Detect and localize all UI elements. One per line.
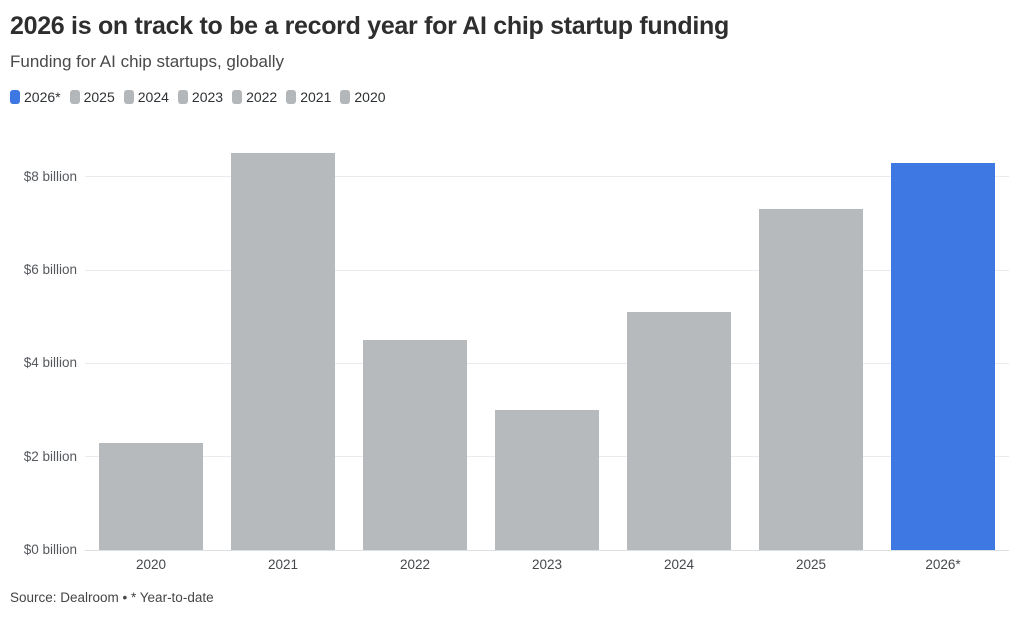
legend-swatch xyxy=(10,90,20,104)
legend-item: 2026* xyxy=(10,89,61,105)
plot-area xyxy=(85,140,1009,551)
legend-label: 2024 xyxy=(137,89,169,105)
legend-item: 2023 xyxy=(177,89,224,105)
legend-label: 2025 xyxy=(83,89,115,105)
legend-swatch xyxy=(69,90,80,104)
bar-2025 xyxy=(759,209,863,550)
gridline xyxy=(85,269,1009,271)
legend-item: 2022 xyxy=(232,89,277,105)
gridline xyxy=(85,176,1009,178)
bar-2023 xyxy=(495,410,599,550)
x-axis-label: 2025 xyxy=(795,557,827,572)
legend-swatch xyxy=(340,90,351,104)
legend: 2026* 2025 2024 2023 2022 2021 2020 xyxy=(10,89,395,105)
legend-label: 2022 xyxy=(246,89,278,105)
x-axis-label: 2026* xyxy=(925,557,961,572)
legend-item: 2025 xyxy=(69,89,115,105)
y-axis-label: $6 billion xyxy=(23,262,77,278)
gridline xyxy=(85,549,1009,551)
chart-subtitle: Funding for AI chip startups, globally xyxy=(10,52,285,71)
legend-label: 2020 xyxy=(354,89,386,105)
x-axis-label: 2024 xyxy=(663,557,695,572)
legend-swatch xyxy=(177,90,188,104)
x-axis-label: 2021 xyxy=(267,557,299,572)
y-axis-label: $2 billion xyxy=(23,448,77,464)
chart-title: 2026 is on track to be a record year for… xyxy=(10,12,729,40)
bar-2024 xyxy=(627,312,731,550)
legend-swatch xyxy=(123,90,134,104)
y-axis-label: $8 billion xyxy=(23,168,77,184)
source-note: Source: Dealroom • * Year-to-date xyxy=(10,590,214,605)
legend-item: 2024 xyxy=(123,89,169,105)
legend-item: 2021 xyxy=(286,89,331,105)
legend-label: 2021 xyxy=(300,89,332,105)
gridline xyxy=(85,362,1009,364)
x-axis-label: 2023 xyxy=(531,557,563,572)
legend-label: 2023 xyxy=(191,89,224,105)
legend-swatch xyxy=(232,90,243,104)
legend-item: 2020 xyxy=(340,89,386,105)
y-axis-label: $4 billion xyxy=(23,355,77,371)
x-axis-label: 2022 xyxy=(399,557,431,572)
y-axis-label: $0 billion xyxy=(23,542,77,557)
legend-swatch xyxy=(286,90,297,104)
bar-2020 xyxy=(99,442,203,550)
bar-2022 xyxy=(363,340,467,550)
bar-2026 xyxy=(891,162,995,550)
x-axis-label: 2020 xyxy=(135,557,167,572)
bar-2021 xyxy=(231,153,335,550)
legend-label: 2026* xyxy=(24,89,61,105)
